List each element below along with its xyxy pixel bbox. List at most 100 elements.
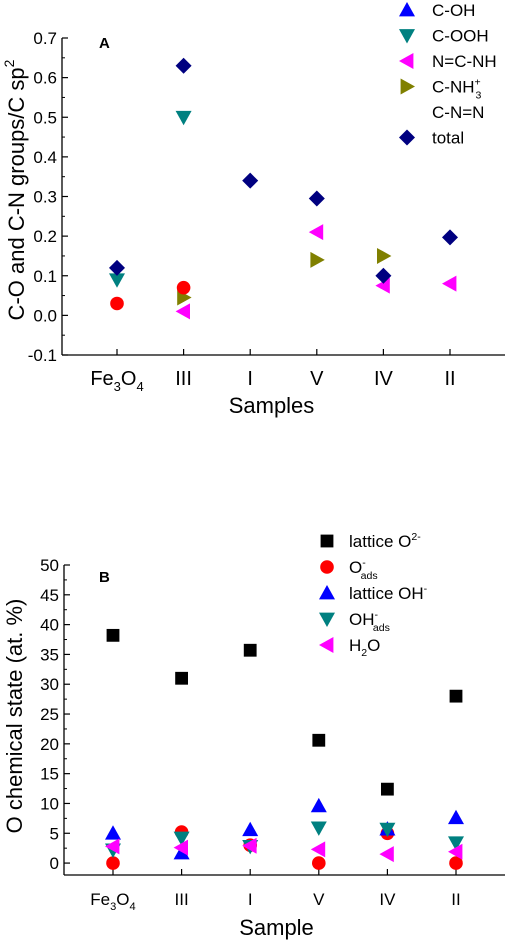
x-tick-label: III bbox=[175, 890, 189, 909]
y-axis-title: C-O and C-N groups/C sp2 bbox=[1, 59, 29, 320]
data-point bbox=[175, 57, 192, 74]
y-tick-label: 0.6 bbox=[33, 69, 57, 88]
data-point bbox=[242, 172, 259, 189]
data-point bbox=[176, 280, 191, 295]
data-point bbox=[173, 839, 188, 856]
data-point bbox=[449, 689, 463, 703]
panel-label: B bbox=[99, 569, 110, 586]
y-tick-label: 25 bbox=[40, 705, 59, 724]
x-tick-label: II bbox=[444, 368, 455, 390]
y-tick-label: 0.5 bbox=[33, 108, 57, 127]
y-tick-label: 0.3 bbox=[33, 188, 57, 207]
data-point bbox=[449, 856, 463, 870]
panel-label: A bbox=[99, 35, 110, 52]
x-tick-label: V bbox=[313, 890, 325, 909]
legend-label: total bbox=[432, 129, 464, 148]
data-point bbox=[105, 838, 120, 855]
y-tick-label: -0.1 bbox=[28, 346, 57, 365]
legend-marker bbox=[319, 585, 335, 600]
data-point bbox=[308, 224, 324, 241]
data-point bbox=[379, 822, 396, 838]
data-point bbox=[308, 190, 325, 207]
data-point bbox=[242, 821, 259, 837]
legend-label: lattice O2- bbox=[349, 531, 421, 551]
legend-marker bbox=[320, 560, 334, 574]
y-tick-label: 0.2 bbox=[33, 227, 57, 246]
legend-marker bbox=[399, 129, 415, 146]
legend-marker bbox=[319, 637, 334, 653]
data-point bbox=[175, 110, 192, 126]
y-tick-label: 50 bbox=[40, 556, 59, 575]
y-tick-label: 40 bbox=[40, 616, 59, 635]
x-tick-label: III bbox=[175, 368, 192, 390]
legend-marker bbox=[399, 29, 415, 44]
y-tick-label: 5 bbox=[50, 824, 59, 843]
data-point bbox=[106, 856, 120, 870]
legend-label: C-OOH bbox=[432, 27, 489, 46]
data-point bbox=[375, 267, 392, 284]
y-tick-label: 0.4 bbox=[33, 148, 57, 167]
data-point bbox=[109, 273, 125, 288]
data-point bbox=[442, 275, 457, 292]
legend-marker bbox=[320, 534, 334, 548]
data-point bbox=[109, 259, 125, 276]
legend-marker bbox=[399, 53, 414, 69]
x-tick-label: Fe3O4 bbox=[90, 368, 143, 394]
data-point bbox=[377, 247, 392, 264]
legend-label: OH-ads bbox=[349, 609, 390, 634]
y-tick-label: 15 bbox=[40, 765, 59, 784]
x-tick-label: I bbox=[247, 368, 253, 390]
y-tick-label: 45 bbox=[40, 586, 59, 605]
x-axis-title: Sample bbox=[239, 915, 314, 940]
legend-label: O-ads bbox=[349, 557, 378, 582]
data-point bbox=[242, 837, 257, 854]
data-point bbox=[442, 229, 458, 246]
data-point bbox=[448, 809, 464, 825]
data-point bbox=[375, 277, 390, 294]
data-point bbox=[310, 841, 326, 858]
x-tick-label: Fe3O4 bbox=[90, 890, 135, 913]
x-tick-label: II bbox=[451, 890, 460, 909]
data-point bbox=[175, 303, 190, 320]
y-tick-label: 0.7 bbox=[33, 29, 57, 48]
data-point bbox=[173, 844, 190, 860]
data-point bbox=[312, 856, 326, 870]
y-tick-label: 30 bbox=[40, 675, 59, 694]
x-tick-label: IV bbox=[374, 368, 394, 390]
data-point bbox=[310, 251, 325, 268]
data-point bbox=[106, 628, 120, 642]
data-point bbox=[448, 843, 463, 860]
x-tick-label: I bbox=[248, 890, 253, 909]
legend-label: C-NH+ 3 bbox=[432, 77, 482, 102]
data-point bbox=[105, 825, 121, 840]
y-tick-label: 0.0 bbox=[33, 306, 57, 325]
data-point bbox=[175, 671, 188, 685]
data-point bbox=[310, 821, 327, 836]
legend-label: N=C-NH bbox=[432, 52, 497, 71]
legend-marker bbox=[399, 2, 415, 17]
x-tick-label: IV bbox=[379, 890, 396, 909]
y-tick-label: 20 bbox=[40, 735, 59, 754]
data-point bbox=[312, 733, 326, 747]
legend-label: C-OH bbox=[432, 1, 475, 20]
data-point bbox=[310, 797, 327, 813]
x-axis-title: Samples bbox=[229, 393, 315, 418]
y-axis-title: O chemical state (at. %) bbox=[2, 599, 27, 834]
legend-label: lattice OH- bbox=[349, 583, 428, 603]
data-point bbox=[448, 836, 464, 851]
y-tick-label: 0.1 bbox=[33, 267, 57, 286]
legend-marker bbox=[400, 78, 415, 95]
data-point bbox=[243, 643, 257, 657]
legend-label: C-N=N bbox=[432, 103, 484, 122]
legend-label: H2O bbox=[349, 636, 380, 659]
y-tick-label: 10 bbox=[40, 794, 59, 813]
data-point bbox=[110, 296, 124, 311]
y-tick-label: 35 bbox=[40, 645, 59, 664]
data-point bbox=[173, 831, 190, 847]
data-point bbox=[381, 782, 394, 796]
x-tick-label: V bbox=[310, 368, 324, 390]
legend-marker bbox=[319, 612, 335, 627]
